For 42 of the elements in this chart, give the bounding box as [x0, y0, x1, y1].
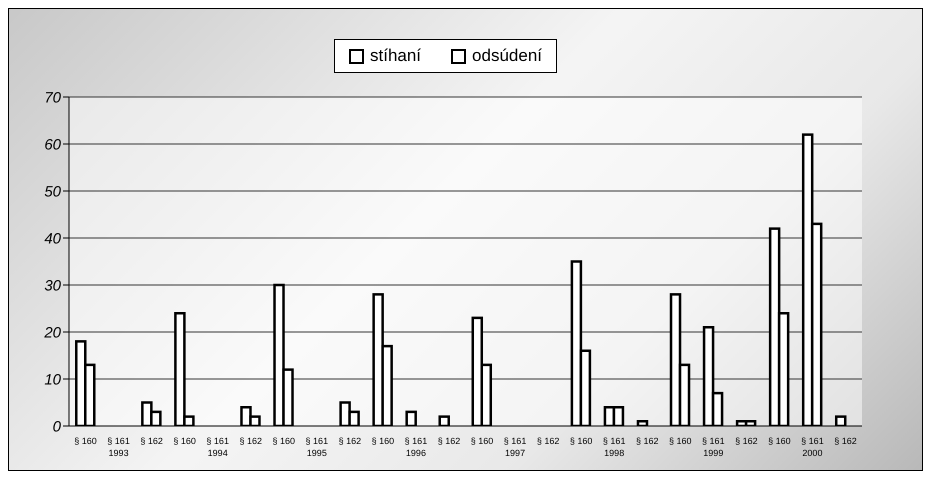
x-tick-label: § 161	[306, 436, 328, 446]
text: 1997	[505, 448, 526, 458]
x-tick-label: § 160	[74, 436, 97, 446]
x-tick-label: § 162	[536, 436, 560, 446]
x-tick-label: § 161	[504, 436, 526, 446]
x-tick-label: § 162	[636, 436, 658, 446]
text: 1998	[604, 448, 624, 458]
text: 2000	[802, 448, 822, 458]
y-tick-label: 10	[44, 371, 62, 388]
x-tick-label: § 161	[702, 436, 725, 446]
x-tick-label: § 162	[834, 436, 857, 446]
text: 1994	[208, 448, 228, 458]
x-tick-label: § 161	[107, 436, 130, 446]
legend-label: stíhaní	[369, 46, 422, 66]
text: 1993	[108, 448, 129, 458]
x-tick-label: § 161	[206, 436, 229, 446]
y-tick-label: 60	[44, 136, 62, 154]
text: 1995	[306, 448, 327, 458]
y-tick-label: 0	[52, 418, 62, 436]
x-tick-label: § 161	[602, 436, 626, 446]
x-tick-label: § 162	[239, 436, 262, 446]
y-tick-label: 50	[44, 183, 62, 200]
y-tick-label: 40	[44, 230, 62, 248]
x-tick-label: § 160	[768, 436, 791, 446]
x-tick-label: § 161	[801, 436, 824, 446]
x-tick-label: § 160	[173, 436, 196, 446]
y-tick-label: 70	[44, 89, 62, 106]
x-tick-label: § 161	[404, 436, 428, 446]
legend-label: odsúdení	[471, 46, 542, 66]
text: 1996	[406, 448, 426, 458]
x-tick-label: § 162	[438, 436, 460, 446]
y-tick-label: 30	[44, 277, 62, 294]
x-tick-label: § 160	[372, 436, 394, 446]
x-tick-label: § 162	[735, 436, 758, 446]
x-tick-label: § 160	[272, 436, 296, 446]
y-tick-label: 20	[43, 324, 62, 342]
x-tick-label: § 160	[669, 436, 692, 446]
x-tick-label: § 160	[470, 436, 494, 446]
text: 1999	[703, 448, 724, 458]
x-tick-label: § 160	[570, 436, 592, 446]
x-tick-label: § 162	[140, 436, 163, 446]
x-tick-label: § 162	[338, 436, 362, 446]
